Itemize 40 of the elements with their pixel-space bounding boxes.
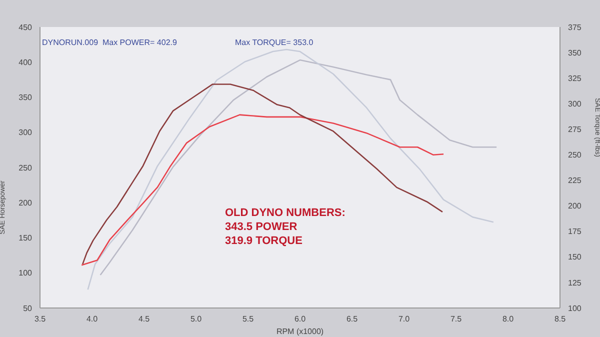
y2-tick-label: 275: [568, 125, 582, 134]
x-tick-label: 3.5: [34, 314, 46, 324]
y2-tick-label: 375: [568, 22, 582, 32]
x-tick-label: 7.0: [398, 314, 410, 324]
line-series: [80, 114, 444, 266]
y-tick-label: 300: [18, 128, 33, 138]
y2-tick-label: 175: [568, 227, 582, 236]
y-tick-label: 450: [18, 22, 33, 32]
y-tick-label: 150: [18, 234, 33, 243]
annotation: 343.5 POWER: [225, 221, 298, 233]
y-tick-label: 100: [18, 268, 33, 278]
x-tick-label: 6.5: [346, 314, 358, 324]
y2-tick-label: 250: [568, 150, 582, 160]
x-axis-title: RPM (x1000): [276, 327, 324, 336]
y-tick-label: 350: [18, 93, 33, 102]
annotation: DYNORUN.009 Max POWER= 402.9: [42, 38, 177, 47]
y2-tick-label: 100: [568, 304, 582, 313]
annotation: Max TORQUE= 353.0: [235, 38, 314, 47]
x-tick-label: 5.5: [242, 314, 254, 324]
y2-tick-label: 125: [568, 278, 582, 288]
y2-tick-label: 350: [568, 48, 582, 58]
x-tick-label: 8.0: [502, 314, 514, 324]
x-tick-label: 7.5: [450, 314, 462, 324]
y-tick-label: 200: [18, 198, 33, 208]
y-tick-label: 400: [18, 58, 33, 67]
y-tick-label: 50: [23, 304, 33, 313]
line-series: [82, 84, 444, 265]
y2-tick-label: 300: [568, 99, 582, 108]
y2-tick-label: 325: [568, 74, 582, 83]
annotation: 319.9 TORQUE: [225, 235, 302, 247]
annotation: OLD DYNO NUMBERS:: [225, 207, 346, 219]
y2-tick-label: 200: [568, 202, 582, 211]
x-tick-label: 4.5: [138, 314, 150, 324]
x-tick-label: 4.0: [86, 314, 98, 324]
y2-tick-label: 150: [568, 252, 582, 262]
x-tick-label: 8.5: [554, 314, 566, 324]
y2-tick-label: 225: [568, 176, 582, 186]
x-tick-label: 6.0: [294, 314, 306, 324]
x-tick-label: 5.0: [190, 314, 202, 324]
y-tick-label: 250: [18, 163, 33, 172]
